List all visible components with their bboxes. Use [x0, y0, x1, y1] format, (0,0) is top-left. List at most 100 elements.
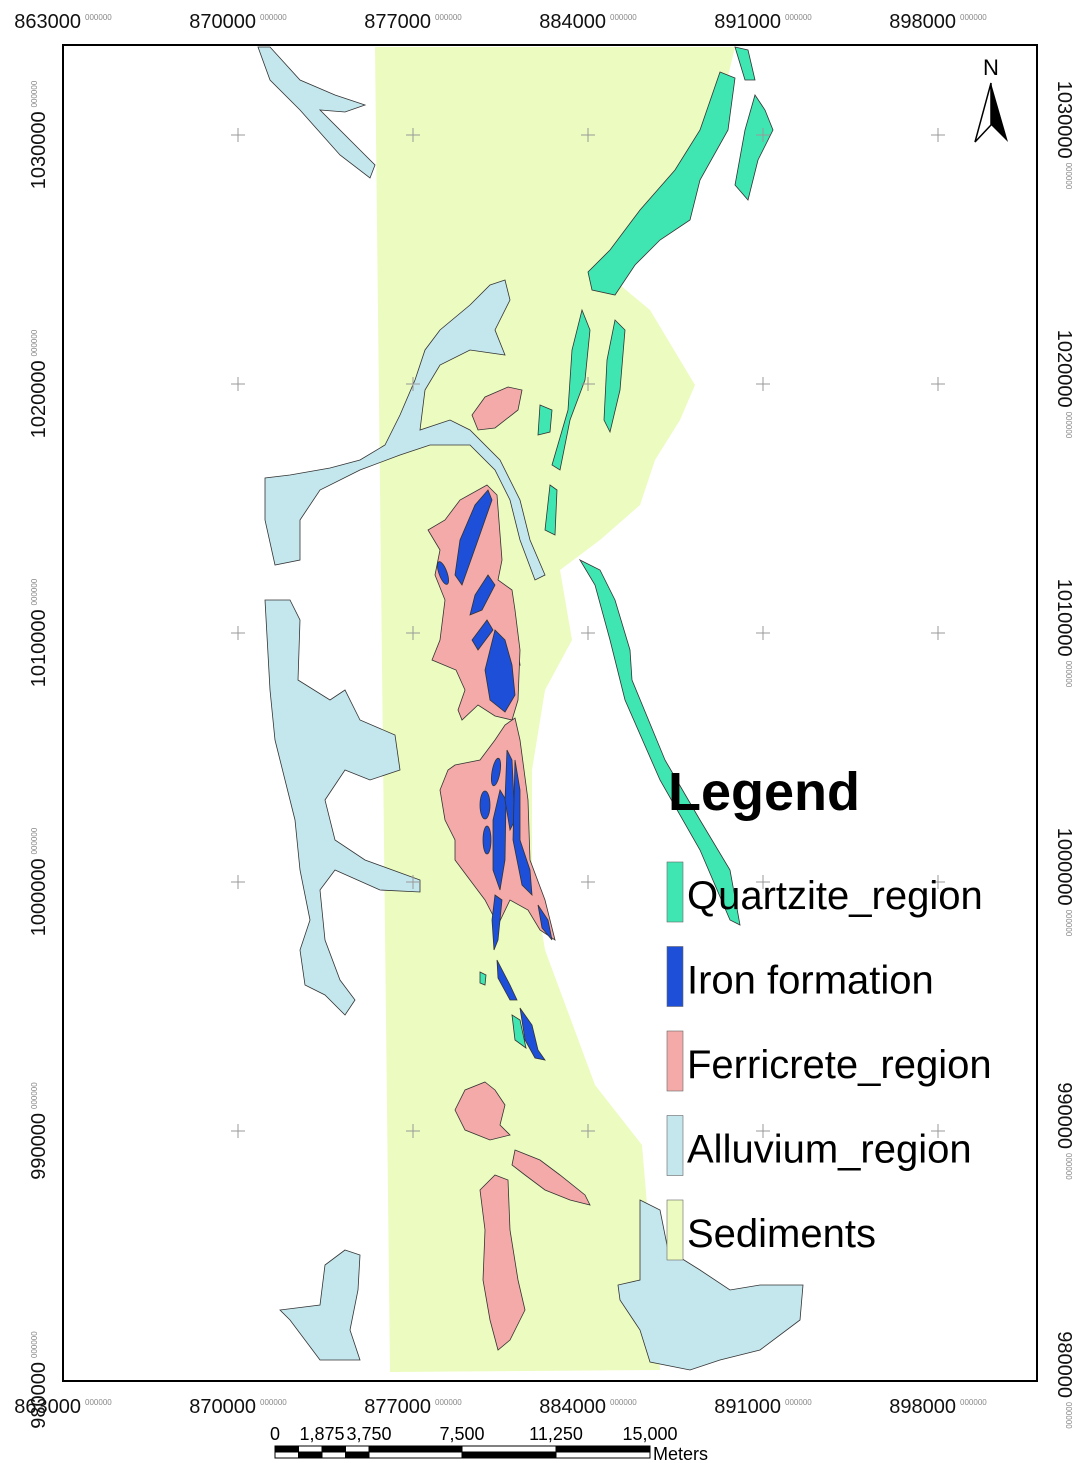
- coord-suffix: 000000: [435, 13, 462, 22]
- coord-suffix: 000000: [30, 329, 39, 356]
- y-coord-label: 1010000 000000: [1053, 579, 1075, 688]
- scale-label: 15,000: [622, 1424, 677, 1444]
- coord-suffix: 000000: [85, 13, 112, 22]
- scale-seg: [462, 1446, 556, 1452]
- scale-seg: [369, 1446, 462, 1452]
- y-coord-label: 990000 000000: [28, 1082, 50, 1180]
- y-coord-label: 1000000000000: [1053, 828, 1075, 937]
- coord-value: 870000: [189, 11, 256, 33]
- coord-value: 980000: [1053, 1331, 1075, 1398]
- scale-seg: [369, 1452, 462, 1458]
- coord-suffix: 000000: [30, 80, 39, 107]
- coord-value: 1000000: [28, 858, 50, 936]
- y-coord-label: 1020000000000: [1053, 330, 1075, 439]
- coord-suffix: 000000: [260, 13, 287, 22]
- coord-suffix: 000000: [30, 1331, 39, 1358]
- scale-label: 3,750: [346, 1424, 391, 1444]
- coord-value: 1030000: [28, 111, 50, 189]
- scale-seg: [322, 1446, 346, 1452]
- coord-suffix: 000000: [30, 578, 39, 605]
- x-coord-label: 884000 000000: [539, 11, 637, 33]
- legend-swatch: [667, 1200, 683, 1260]
- quartzite: [538, 405, 552, 435]
- coord-suffix: 000000: [85, 1398, 112, 1407]
- iron-formation: [483, 826, 491, 854]
- x-coord-label: 877000 000000: [364, 1396, 462, 1418]
- x-coord-label: 891000 000000: [714, 1396, 812, 1418]
- scale-seg: [556, 1446, 650, 1452]
- north-label: N: [983, 55, 999, 80]
- coord-value: 1010000: [28, 609, 50, 687]
- y-coord-label: 1010000 000000: [28, 578, 50, 687]
- x-coord-label: 877000 000000: [364, 11, 462, 33]
- scale-label: 0: [270, 1424, 280, 1444]
- scale-seg: [299, 1452, 323, 1458]
- coord-value: 1020000: [28, 360, 50, 438]
- coord-value: 863000: [14, 11, 81, 33]
- coord-suffix: 000000: [1064, 661, 1073, 688]
- y-coord-label: 980000 000000: [1053, 1331, 1075, 1429]
- scale-seg: [299, 1446, 323, 1452]
- legend-swatch: [667, 862, 683, 922]
- iron-formation: [480, 791, 490, 819]
- coord-suffix: 000000: [30, 1082, 39, 1109]
- coord-suffix: 000000: [785, 1398, 812, 1407]
- coord-value: 884000: [539, 1396, 606, 1418]
- y-coord-label: 990000 000000: [1053, 1082, 1075, 1180]
- legend-label: Ferricrete_region: [687, 1043, 992, 1087]
- coord-suffix: 000000: [260, 1398, 287, 1407]
- coord-value: 870000: [189, 1396, 256, 1418]
- scale-label: 11,250: [529, 1424, 583, 1444]
- coord-suffix: 000000: [610, 1398, 637, 1407]
- legend-label: Sediments: [687, 1212, 876, 1256]
- x-coord-label: 884000 000000: [539, 1396, 637, 1418]
- coord-suffix: 000000: [435, 1398, 462, 1407]
- coord-value: 898000: [889, 11, 956, 33]
- coord-value: 1000000: [1053, 828, 1075, 906]
- scale-seg: [346, 1446, 370, 1452]
- y-coord-label: 1000000000000: [28, 827, 50, 936]
- coord-suffix: 000000: [1064, 163, 1073, 190]
- coord-value: 891000: [714, 11, 781, 33]
- scale-label: 1,875: [299, 1424, 344, 1444]
- legend-swatch: [667, 1031, 683, 1091]
- coord-value: 980000: [28, 1362, 50, 1429]
- map: N Legend Quartzite_regionIron formationF…: [0, 0, 1075, 1463]
- x-coord-label: 870000 000000: [189, 11, 287, 33]
- legend-swatch: [667, 947, 683, 1007]
- scale-seg: [275, 1452, 299, 1458]
- x-coord-label: 891000 000000: [714, 11, 812, 33]
- x-coord-label: 898000 000000: [889, 1396, 987, 1418]
- coord-suffix: 000000: [1064, 1402, 1073, 1429]
- coord-value: 877000: [364, 11, 431, 33]
- x-coord-label: 898000 000000: [889, 11, 987, 33]
- y-coord-label: 1030000 000000: [28, 80, 50, 189]
- coord-value: 898000: [889, 1396, 956, 1418]
- coord-value: 990000: [1053, 1082, 1075, 1149]
- coord-value: 1010000: [1053, 579, 1075, 657]
- coord-suffix: 000000: [1064, 412, 1073, 439]
- coord-suffix: 000000: [960, 1398, 987, 1407]
- legend-swatch: [667, 1116, 683, 1176]
- legend-label: Iron formation: [687, 959, 934, 1003]
- x-coord-label: 870000 000000: [189, 1396, 287, 1418]
- legend-label: Quartzite_region: [687, 874, 983, 918]
- coord-suffix: 000000: [960, 13, 987, 22]
- scale-seg: [322, 1452, 346, 1458]
- coord-suffix: 000000: [1064, 1153, 1073, 1180]
- coord-value: 877000: [364, 1396, 431, 1418]
- y-coord-label: 1020000 000000: [28, 329, 50, 438]
- scale-seg: [346, 1452, 370, 1458]
- coord-suffix: 000000: [610, 13, 637, 22]
- scale-seg: [556, 1452, 650, 1458]
- coord-value: 891000: [714, 1396, 781, 1418]
- scale-seg: [275, 1446, 299, 1452]
- coord-value: 884000: [539, 11, 606, 33]
- scale-seg: [462, 1452, 556, 1458]
- scale-unit: Meters: [653, 1444, 708, 1463]
- coord-value: 990000: [28, 1113, 50, 1180]
- coord-suffix: 000000: [785, 13, 812, 22]
- y-coord-label: 1030000000000: [1053, 81, 1075, 190]
- y-coord-label: 980000 000000: [28, 1331, 50, 1429]
